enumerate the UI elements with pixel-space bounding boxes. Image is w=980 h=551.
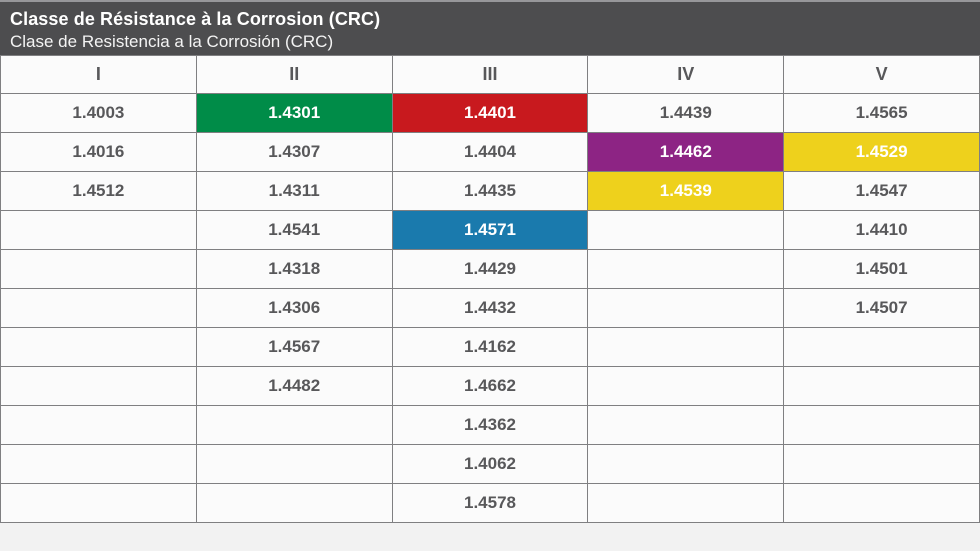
grade-cell: 1.4016 <box>0 132 197 172</box>
empty-cell <box>195 483 393 523</box>
grade-cell: 1.4362 <box>391 405 589 445</box>
table-row: 1.4003 1.4301 1.4401 1.4439 1.4565 <box>0 93 980 133</box>
grade-cell-highlight-green: 1.4301 <box>195 93 393 133</box>
column-header-row: I II III IV V <box>0 55 980 94</box>
grade-cell: 1.4662 <box>391 366 589 406</box>
empty-cell <box>587 327 785 367</box>
column-header-ii: II <box>195 55 393 94</box>
empty-cell <box>783 444 980 484</box>
grade-cell-highlight-blue: 1.4571 <box>391 210 589 250</box>
table-row: 1.4578 <box>0 483 980 523</box>
empty-cell <box>587 288 785 328</box>
grade-cell: 1.4410 <box>783 210 980 250</box>
grade-cell-highlight-yellow: 1.4529 <box>783 132 980 172</box>
empty-cell <box>0 444 197 484</box>
empty-cell <box>0 210 197 250</box>
empty-cell <box>0 405 197 445</box>
empty-cell <box>587 405 785 445</box>
grade-cell: 1.4311 <box>195 171 393 211</box>
grade-cell: 1.4547 <box>783 171 980 211</box>
empty-cell <box>195 444 393 484</box>
empty-cell <box>587 483 785 523</box>
column-header-iii: III <box>391 55 589 94</box>
grade-cell: 1.4567 <box>195 327 393 367</box>
grade-cell: 1.4507 <box>783 288 980 328</box>
table-row: 1.4016 1.4307 1.4404 1.4462 1.4529 <box>0 132 980 172</box>
empty-cell <box>0 327 197 367</box>
empty-cell <box>587 444 785 484</box>
grade-cell: 1.4429 <box>391 249 589 289</box>
grade-cell: 1.4578 <box>391 483 589 523</box>
empty-cell <box>587 210 785 250</box>
empty-cell <box>0 483 197 523</box>
grade-cell: 1.4318 <box>195 249 393 289</box>
grade-cell: 1.4565 <box>783 93 980 133</box>
table-title: Classe de Résistance à la Corrosion (CRC… <box>10 9 381 29</box>
grade-cell: 1.4512 <box>0 171 197 211</box>
grade-cell: 1.4435 <box>391 171 589 211</box>
grade-cell: 1.4482 <box>195 366 393 406</box>
empty-cell <box>783 483 980 523</box>
table-header-row: I II III IV V <box>0 55 980 94</box>
empty-cell <box>783 366 980 406</box>
table-row: 1.4062 <box>0 444 980 484</box>
empty-cell <box>0 366 197 406</box>
grade-cell: 1.4404 <box>391 132 589 172</box>
table-row: 1.4318 1.4429 1.4501 <box>0 249 980 289</box>
table-row: 1.4482 1.4662 <box>0 366 980 406</box>
empty-cell <box>195 405 393 445</box>
grade-cell: 1.4439 <box>587 93 785 133</box>
grade-cell: 1.4003 <box>0 93 197 133</box>
grade-cell-highlight-yellow: 1.4539 <box>587 171 785 211</box>
table-row: 1.4362 <box>0 405 980 445</box>
table-body: 1.4003 1.4301 1.4401 1.4439 1.4565 1.4016 1.43… <box>0 93 980 523</box>
grade-cell-highlight-purple: 1.4462 <box>587 132 785 172</box>
bottom-strip <box>0 523 980 550</box>
grade-cell: 1.4432 <box>391 288 589 328</box>
column-header-v: V <box>783 55 980 94</box>
empty-cell <box>587 249 785 289</box>
empty-cell <box>783 405 980 445</box>
grade-cell: 1.4162 <box>391 327 589 367</box>
crc-table: I II III IV V 1.4003 1.4301 1.4401 1.4439 1.4565… <box>0 55 980 523</box>
column-header-iv: IV <box>587 55 785 94</box>
table-row: 1.4567 1.4162 <box>0 327 980 367</box>
table-row: 1.4306 1.4432 1.4507 <box>0 288 980 328</box>
grade-cell: 1.4501 <box>783 249 980 289</box>
column-header-i: I <box>0 55 197 94</box>
empty-cell <box>587 366 785 406</box>
grade-cell: 1.4307 <box>195 132 393 172</box>
table-subtitle: Clase de Resistencia a la Corrosión (CRC… <box>10 32 334 51</box>
grade-cell: 1.4541 <box>195 210 393 250</box>
empty-cell <box>783 327 980 367</box>
table-row: 1.4541 1.4571 1.4410 <box>0 210 980 250</box>
grade-cell: 1.4306 <box>195 288 393 328</box>
table-row: 1.4512 1.4311 1.4435 1.4539 1.4547 <box>0 171 980 211</box>
grade-cell-highlight-red: 1.4401 <box>391 93 589 133</box>
table-header-band: Classe de Résistance à la Corrosion (CRC… <box>0 0 980 55</box>
empty-cell <box>0 249 197 289</box>
grade-cell: 1.4062 <box>391 444 589 484</box>
empty-cell <box>0 288 197 328</box>
